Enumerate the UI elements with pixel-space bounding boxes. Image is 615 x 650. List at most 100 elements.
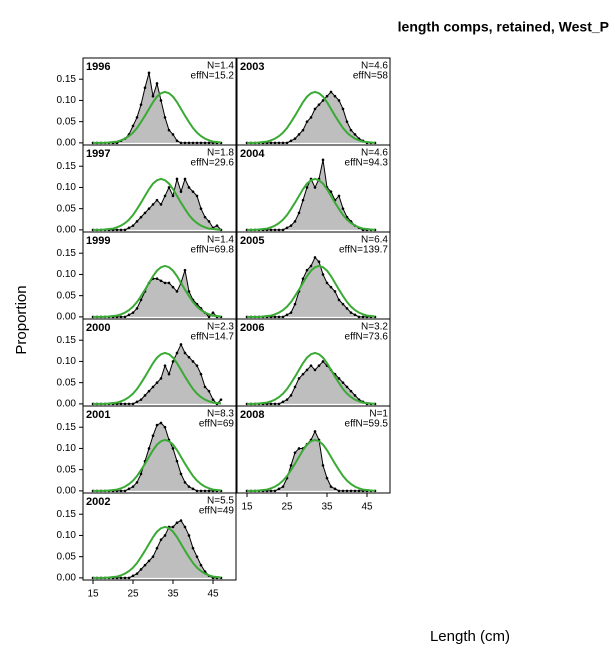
expected-line [247, 177, 376, 231]
panel-annotation: N=4.6 [361, 148, 388, 159]
observed-point [179, 343, 183, 346]
observed-point [131, 224, 135, 227]
panel-annotation: effN=73.6 [345, 332, 389, 343]
observed-point [159, 279, 163, 283]
observed-point [313, 256, 317, 259]
observed-point [123, 228, 127, 232]
observed-point [277, 402, 281, 406]
observed-point [285, 313, 289, 317]
expected-line [247, 264, 376, 318]
observed-point [297, 211, 301, 215]
panel-annotation: effN=15.2 [191, 71, 235, 82]
observed-point [135, 116, 139, 119]
x-tick-label: 15 [87, 589, 99, 600]
observed-point [135, 220, 139, 223]
observed-point [143, 211, 147, 215]
observed-point [293, 302, 297, 306]
observed-point [353, 489, 357, 493]
panel-title: 2001 [86, 409, 110, 421]
observed-point [317, 364, 321, 367]
observed-point [273, 315, 277, 319]
observed-point [127, 226, 131, 230]
observed-point [313, 368, 317, 372]
y-tick-label: 0.10 [57, 356, 77, 367]
panel-title: 1997 [86, 148, 110, 160]
observed-point [333, 487, 337, 491]
observed-area [93, 270, 221, 317]
observed-point [321, 360, 325, 363]
panel-annotation: effN=49 [199, 506, 235, 517]
observed-point [143, 394, 147, 397]
observed-point [277, 228, 281, 232]
observed-point [139, 398, 143, 401]
observed-point [337, 489, 341, 493]
y-tick-label: 0.10 [57, 443, 77, 454]
observed-point [349, 128, 353, 132]
observed-point [353, 313, 357, 317]
observed-point [123, 576, 127, 580]
panel-title: 1996 [86, 61, 110, 73]
observed-point [119, 315, 123, 319]
observed-point [139, 472, 143, 476]
observed-point [135, 481, 139, 484]
observed-point [191, 487, 195, 491]
observed-point [285, 398, 289, 401]
observed-point [301, 128, 305, 132]
expected-line [93, 438, 222, 492]
observed-area [247, 257, 375, 317]
observed-point [159, 203, 163, 206]
observed-point [203, 385, 207, 389]
observed-point [321, 464, 325, 467]
observed-point [143, 86, 147, 90]
observed-point [203, 489, 207, 493]
observed-point [357, 489, 361, 493]
observed-point [171, 447, 175, 450]
observed-point [297, 377, 301, 380]
observed-point [353, 133, 357, 136]
observed-point [159, 538, 163, 541]
panel-title: 2000 [86, 322, 110, 334]
observed-point [159, 377, 163, 380]
observed-point [273, 228, 277, 232]
y-tick-label: 0.00 [57, 138, 77, 149]
observed-point [175, 139, 179, 143]
panel-annotation: effN=14.7 [191, 332, 235, 343]
observed-point [127, 402, 131, 406]
y-tick-label: 0.05 [57, 203, 77, 214]
observed-point [285, 141, 289, 145]
panel-annotation: effN=29.6 [191, 158, 235, 169]
observed-point [301, 372, 305, 376]
observed-point [325, 281, 329, 285]
observed-point [345, 385, 349, 389]
observed-point [207, 489, 211, 493]
y-tick-label: 0.05 [57, 290, 77, 301]
observed-point [349, 389, 353, 393]
x-tick-label: 25 [281, 502, 293, 513]
expected-line [93, 90, 222, 144]
observed-point [123, 489, 127, 493]
observed-point [293, 385, 297, 389]
observed-point [139, 568, 143, 571]
observed-point [281, 400, 285, 404]
x-axis-label: Length (cm) [430, 628, 510, 645]
observed-area [93, 422, 221, 491]
observed-point [345, 120, 349, 123]
panel-annotation: N=3.2 [361, 322, 388, 333]
chart-title: length comps, retained, West_P [398, 19, 609, 35]
observed-point [119, 576, 123, 580]
observed-point [341, 381, 345, 384]
observed-point [179, 190, 183, 193]
observed-point [155, 277, 159, 280]
y-tick-label: 0.10 [57, 269, 77, 280]
observed-point [151, 385, 155, 389]
y-tick-label: 0.15 [57, 422, 77, 433]
observed-point [171, 360, 175, 363]
observed-point [155, 82, 159, 85]
observed-point [187, 485, 191, 488]
observed-point [207, 389, 211, 393]
